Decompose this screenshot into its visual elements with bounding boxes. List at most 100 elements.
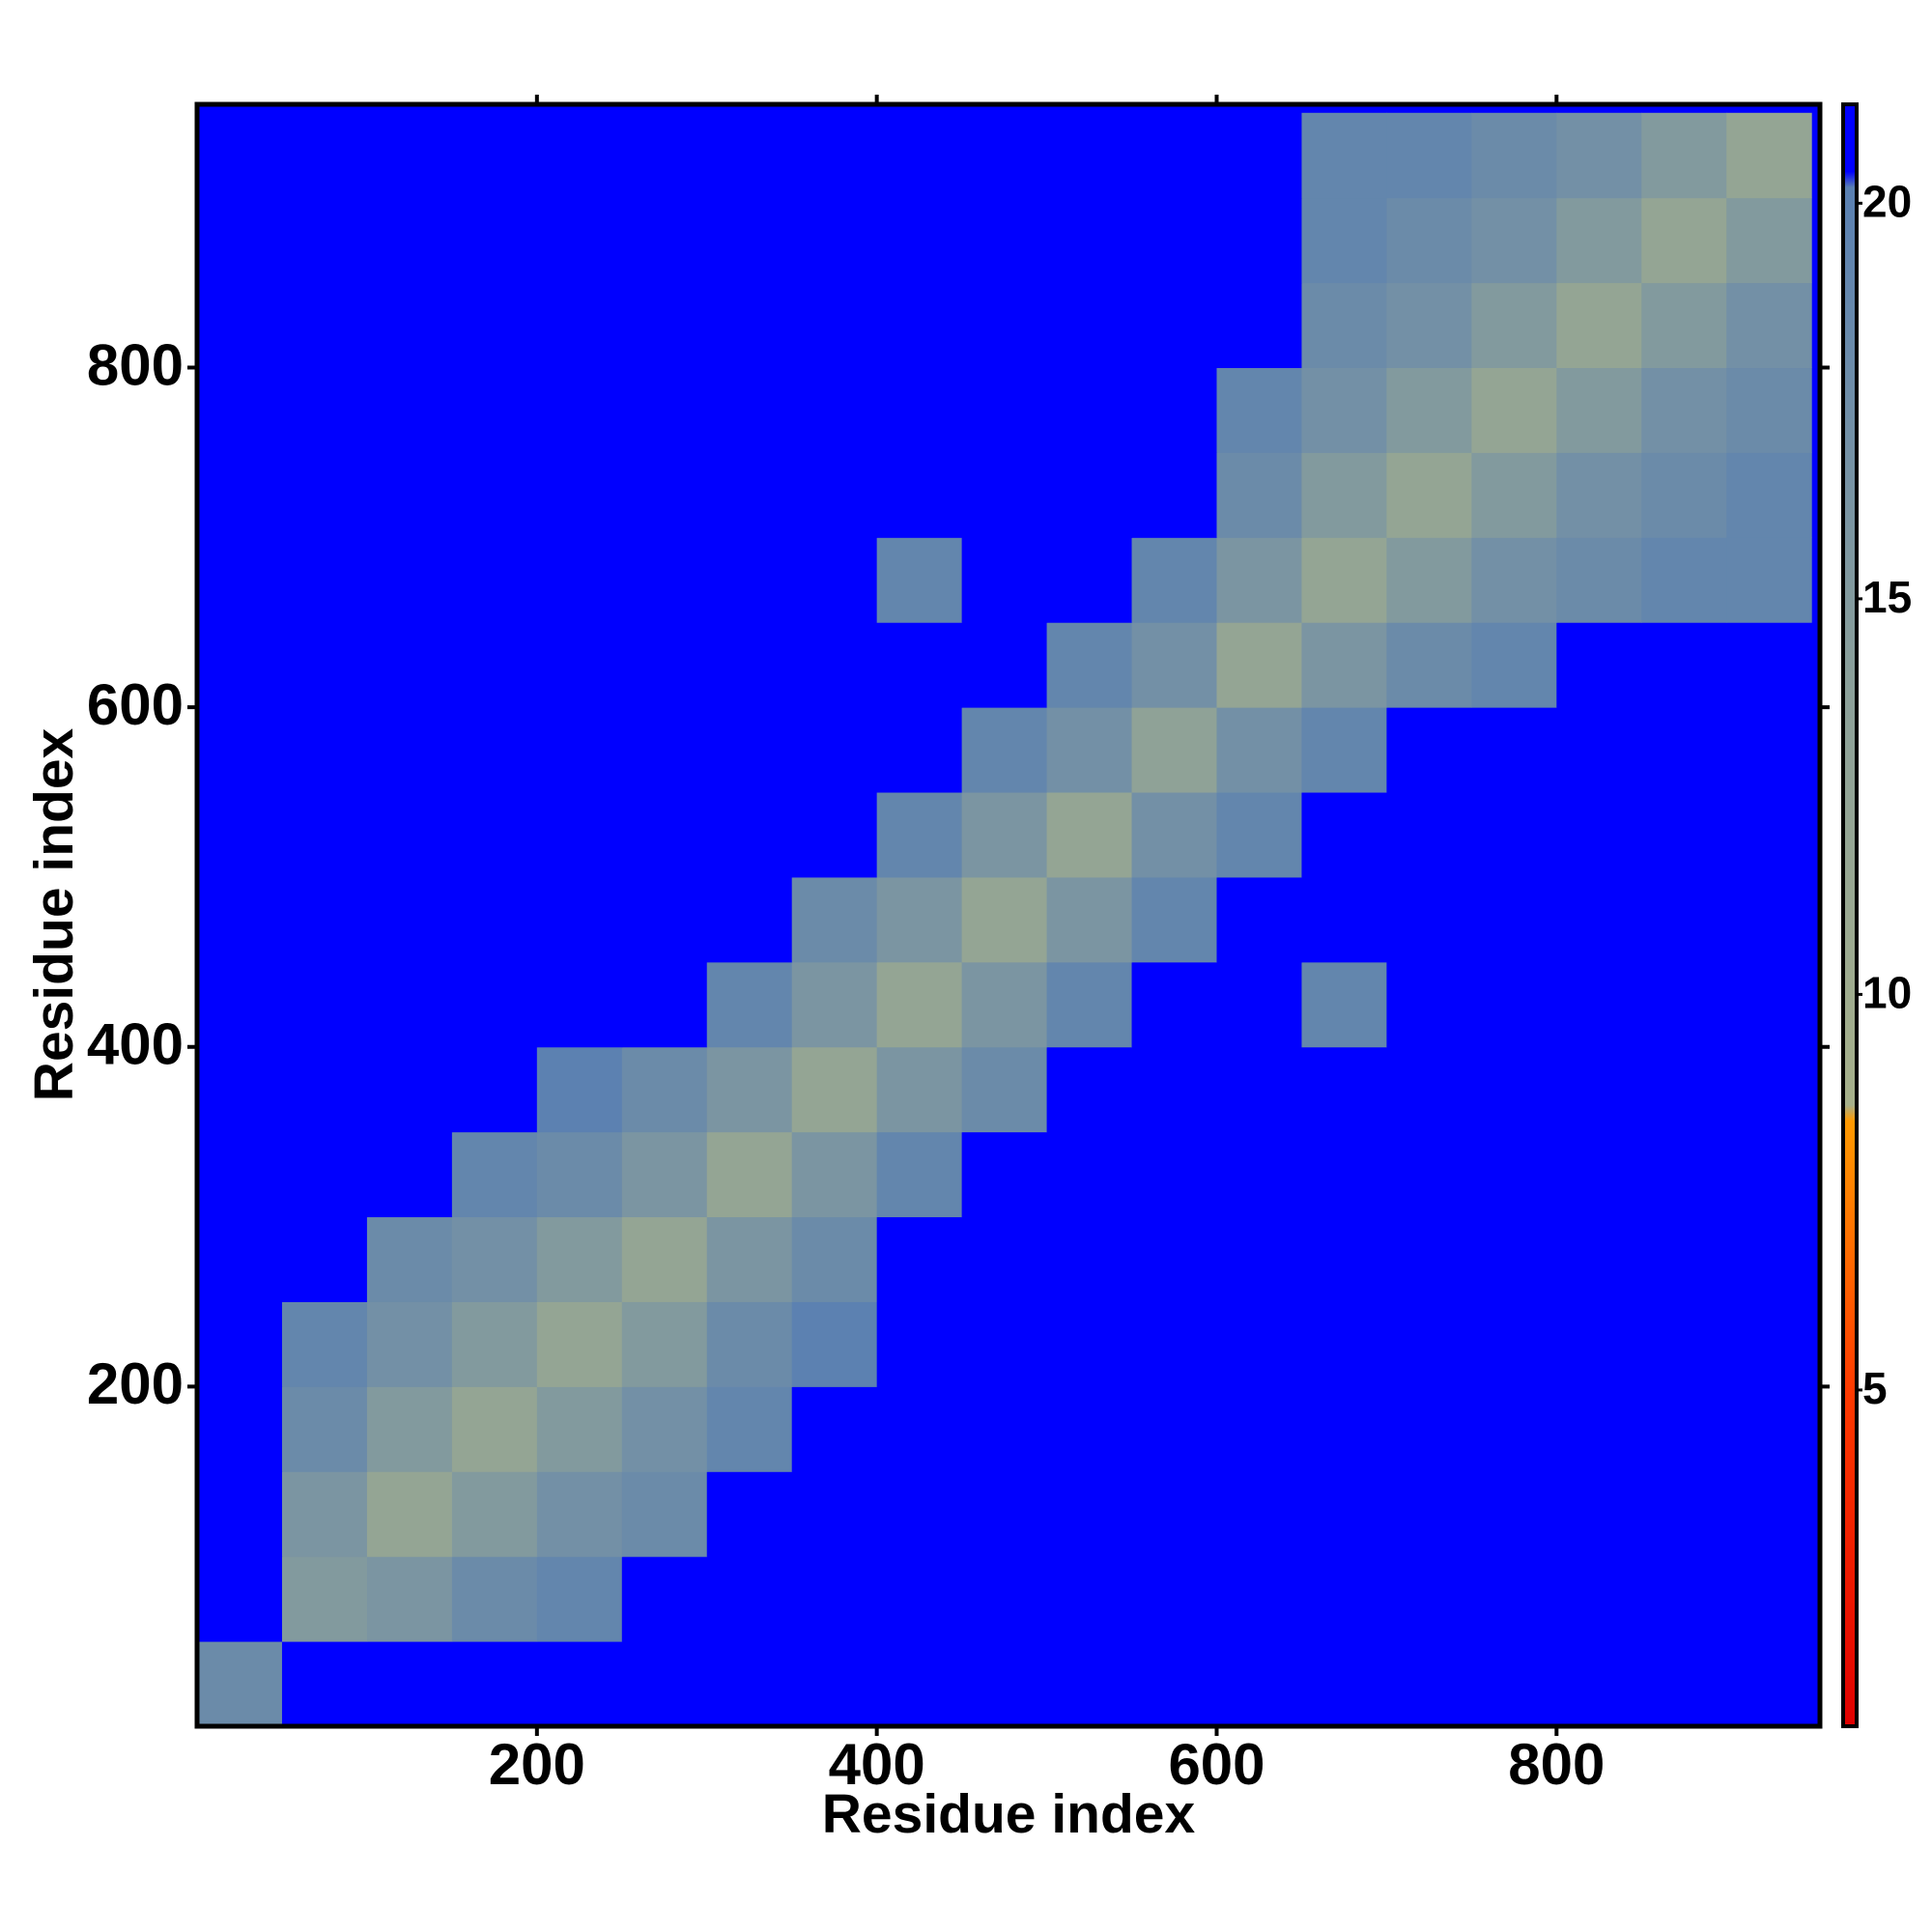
heatmap-cell <box>197 452 283 538</box>
heatmap-cell <box>1471 1046 1557 1133</box>
heatmap-cell <box>1556 1216 1642 1302</box>
heatmap-cell <box>1726 1556 1812 1642</box>
heatmap-cell <box>706 792 793 878</box>
heatmap-cell <box>1556 1046 1642 1133</box>
heatmap-cell <box>1556 112 1642 199</box>
heatmap-cell <box>1471 1386 1557 1472</box>
heatmap-cell <box>197 1386 283 1472</box>
heatmap-cell <box>1386 1131 1472 1218</box>
heatmap-cell <box>197 1216 283 1302</box>
heatmap-cell <box>1726 1641 1812 1726</box>
heatmap-cell <box>1726 622 1812 708</box>
heatmap-cell <box>876 1216 963 1302</box>
heatmap-cell <box>1131 1216 1217 1302</box>
heatmap-cell <box>621 792 708 878</box>
heatmap-cell <box>961 112 1048 199</box>
heatmap-cell <box>876 1471 963 1557</box>
heatmap-cell <box>876 1131 963 1218</box>
heatmap <box>197 104 1820 1726</box>
heatmap-cell <box>1046 112 1133 199</box>
heatmap-cell <box>1046 452 1133 538</box>
heatmap-cell <box>706 282 793 369</box>
heatmap-cell <box>1046 197 1133 284</box>
heatmap-cell <box>1641 1046 1727 1133</box>
heatmap-cell <box>791 1386 878 1472</box>
heatmap-cell <box>536 876 623 963</box>
y-tick-label: 600 <box>87 672 184 737</box>
heatmap-cell <box>536 1471 623 1557</box>
heatmap-cell <box>621 1386 708 1472</box>
x-tick-label: 400 <box>829 1732 925 1797</box>
heatmap-cell <box>1641 1131 1727 1218</box>
heatmap-cell <box>1641 367 1727 453</box>
heatmap-cell <box>366 1216 453 1302</box>
heatmap-cell <box>366 1131 453 1218</box>
heatmap-cell <box>281 1386 368 1472</box>
heatmap-cell <box>281 1216 368 1302</box>
heatmap-cell <box>366 1556 453 1642</box>
heatmap-cell <box>791 876 878 963</box>
heatmap-cell <box>536 1046 623 1133</box>
heatmap-cell <box>1216 367 1302 453</box>
heatmap-cell <box>1471 1471 1557 1557</box>
heatmap-cell <box>1556 1301 1642 1387</box>
heatmap-cell <box>1131 876 1217 963</box>
heatmap-cell <box>1726 282 1812 369</box>
heatmap-cell <box>961 1386 1048 1472</box>
heatmap-cell <box>366 197 453 284</box>
heatmap-cell <box>1386 1556 1472 1642</box>
heatmap-cell <box>1216 1556 1302 1642</box>
heatmap-cell <box>1301 1556 1387 1642</box>
heatmap-cell <box>1131 1046 1217 1133</box>
heatmap-cell <box>961 282 1048 369</box>
heatmap-cell <box>1046 622 1133 708</box>
heatmap-cell <box>366 876 453 963</box>
heatmap-cell <box>791 961 878 1048</box>
heatmap-cell <box>1216 622 1302 708</box>
heatmap-cell <box>621 1131 708 1218</box>
heatmap-cell <box>791 112 878 199</box>
heatmap-cell <box>876 961 963 1048</box>
heatmap-cell <box>451 707 538 793</box>
heatmap-cell <box>281 1131 368 1218</box>
heatmap-cell <box>1726 1471 1812 1557</box>
heatmap-cell <box>1301 1216 1387 1302</box>
y-tick-label: 400 <box>87 1012 184 1077</box>
heatmap-cell <box>197 1131 283 1218</box>
heatmap-cell <box>791 367 878 453</box>
heatmap-cell <box>621 367 708 453</box>
heatmap-cell <box>961 1301 1048 1387</box>
heatmap-cell <box>621 876 708 963</box>
heatmap-cell <box>791 1046 878 1133</box>
heatmap-cell <box>791 792 878 878</box>
heatmap-cell <box>1641 707 1727 793</box>
heatmap-cell <box>1131 1386 1217 1472</box>
heatmap-cell <box>961 792 1048 878</box>
heatmap-cell <box>1471 1301 1557 1387</box>
heatmap-cell <box>1556 1641 1642 1726</box>
heatmap-cell <box>621 1556 708 1642</box>
heatmap-cell <box>1726 707 1812 793</box>
heatmap-cell <box>366 452 453 538</box>
heatmap-cell <box>876 1641 963 1726</box>
heatmap-cell <box>1556 197 1642 284</box>
heatmap-cell <box>876 1386 963 1472</box>
heatmap-cell <box>621 197 708 284</box>
heatmap-cell <box>876 282 963 369</box>
heatmap-cell <box>791 452 878 538</box>
heatmap-cell <box>1556 1131 1642 1218</box>
heatmap-cell <box>621 707 708 793</box>
heatmap-cell <box>451 1216 538 1302</box>
heatmap-cell <box>1046 1556 1133 1642</box>
heatmap-cell <box>1386 1301 1472 1387</box>
heatmap-cell <box>197 367 283 453</box>
heatmap-cell <box>1471 792 1557 878</box>
heatmap-cell <box>451 961 538 1048</box>
heatmap-cell <box>536 792 623 878</box>
heatmap-cell <box>1131 792 1217 878</box>
heatmap-cell <box>451 876 538 963</box>
heatmap-cell <box>366 282 453 369</box>
heatmap-cell <box>1301 1046 1387 1133</box>
heatmap-cell <box>281 112 368 199</box>
heatmap-cell <box>706 876 793 963</box>
